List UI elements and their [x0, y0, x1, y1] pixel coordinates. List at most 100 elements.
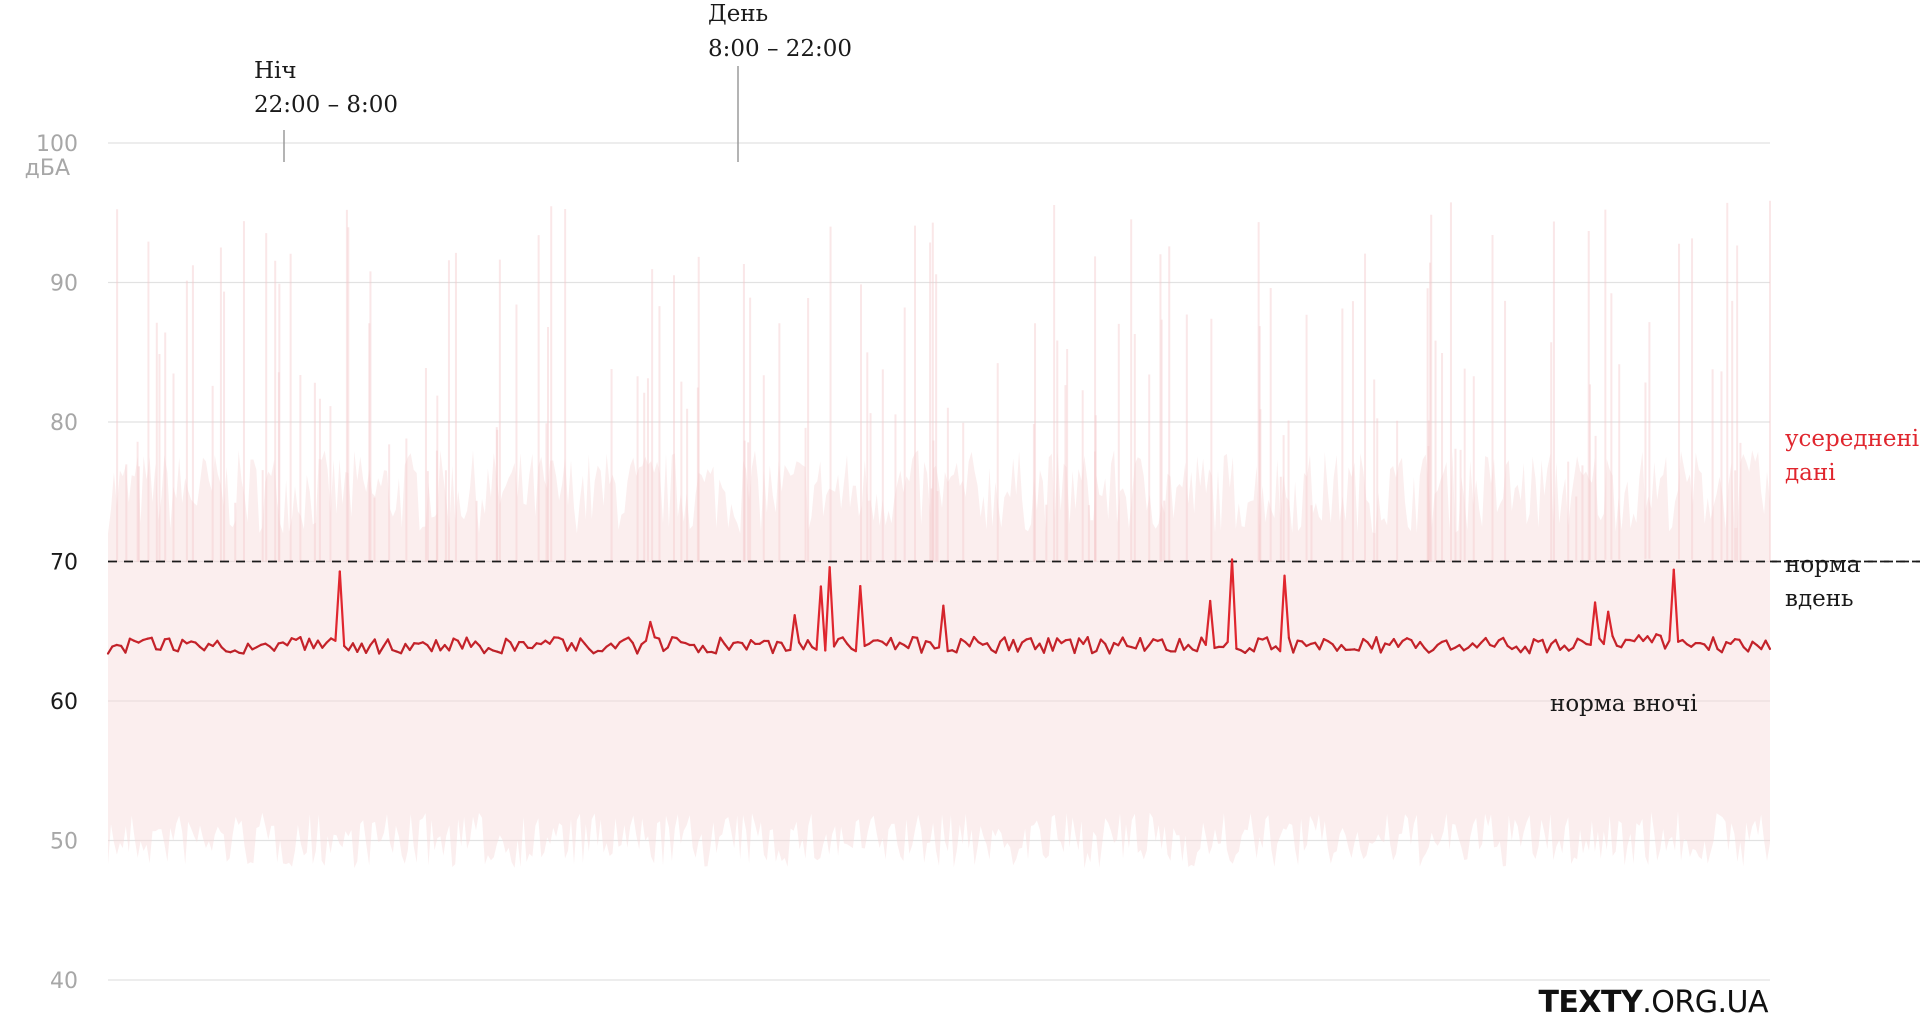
average-line-segment	[741, 641, 748, 651]
average-line-segment	[692, 643, 700, 654]
average-line-segment	[1279, 574, 1286, 653]
average-line-segment	[1593, 601, 1601, 640]
average-line-segment	[846, 642, 853, 650]
average-line-segment	[1738, 638, 1745, 649]
average-line-segment	[986, 642, 993, 652]
average-line-segment	[1086, 636, 1094, 655]
average-line-segment	[561, 638, 569, 652]
average-line-segment	[566, 642, 573, 652]
average-line-segment	[1174, 637, 1181, 653]
average-line-segment	[434, 639, 442, 652]
average-line-segment	[1707, 636, 1715, 651]
average-line-segment	[308, 637, 315, 650]
average-line-segment	[1637, 634, 1645, 643]
average-line-segment	[1029, 637, 1037, 651]
average-line-segment	[399, 642, 407, 655]
average-line-segment	[832, 637, 840, 648]
average-line-segment	[955, 637, 962, 654]
average-line-segment	[1668, 568, 1675, 642]
average-line-segment	[1458, 643, 1465, 652]
average-line-segment	[1069, 638, 1076, 655]
average-line-segment	[815, 585, 823, 651]
average-line-segment	[124, 637, 131, 654]
average-line-segment	[1147, 638, 1155, 647]
average-line-segment	[1554, 638, 1562, 651]
average-line-segment	[942, 604, 949, 653]
average-line-segment	[701, 644, 709, 654]
average-line-segment	[299, 636, 306, 651]
average-line-segment	[382, 638, 390, 648]
average-line-segment	[1042, 637, 1050, 654]
average-line-segment	[1375, 636, 1382, 654]
average-line-segment	[1528, 638, 1535, 655]
average-line-segment	[1388, 637, 1395, 646]
average-line-segment	[929, 641, 936, 650]
average-line-segment	[1292, 639, 1299, 654]
average-line-segment	[583, 642, 591, 651]
y-tick-100: 100	[36, 132, 78, 157]
average-line-segment	[697, 644, 704, 654]
average-line-segment	[920, 640, 927, 654]
average-line-segment	[1095, 638, 1102, 653]
average-line-segment	[1178, 637, 1186, 651]
average-line-segment	[649, 620, 656, 639]
average-line-segment	[430, 639, 438, 653]
average-line-segment	[841, 636, 849, 645]
average-line-segment	[614, 641, 621, 650]
average-line-segment	[1633, 634, 1640, 643]
average-line-segment	[1659, 634, 1667, 650]
average-line-segment	[203, 642, 210, 652]
average-line-segment	[1650, 633, 1658, 644]
average-line-segment	[727, 641, 735, 651]
average-line-segment	[1620, 638, 1627, 649]
average-line-segment	[347, 642, 355, 652]
y-tick-90: 90	[50, 272, 78, 297]
average-line-segment	[1646, 635, 1654, 644]
average-line-segment	[767, 639, 774, 655]
average-line-segment	[1484, 636, 1492, 647]
average-line-segment	[719, 636, 726, 646]
average-line-segment	[1370, 636, 1378, 650]
average-line-segment	[273, 642, 280, 652]
average-line-segment	[994, 640, 1002, 654]
average-line-segment	[312, 639, 320, 650]
average-line-segment	[1051, 637, 1059, 652]
noise-peak-spikes	[116, 200, 1771, 562]
average-line-segment	[286, 637, 293, 647]
day-label: День	[708, 1, 768, 27]
average-line-segment	[1502, 636, 1509, 647]
average-line-segment	[356, 642, 363, 653]
average-line-segment	[1572, 637, 1579, 649]
average-line-segment	[657, 637, 665, 653]
average-line-segment	[465, 636, 473, 648]
average-line-segment	[1073, 637, 1081, 655]
average-line-segment	[1121, 636, 1129, 648]
average-line-segment	[916, 636, 923, 654]
average-line-segment	[1432, 643, 1439, 651]
average-line-segment	[1712, 636, 1719, 651]
average-line-segment	[1230, 558, 1238, 650]
average-line-segment	[824, 566, 831, 652]
envelope-area	[108, 450, 1770, 869]
average-line-segment	[889, 636, 897, 651]
average-line-segment	[574, 637, 582, 652]
average-line-segment	[1720, 641, 1728, 654]
average-line-segment	[303, 637, 311, 651]
average-line-segment	[509, 641, 516, 652]
average-line-segment	[789, 614, 796, 651]
average-line-segment	[1134, 637, 1142, 650]
average-line-segment	[885, 636, 892, 647]
average-line-segment	[1252, 637, 1260, 653]
average-line-segment	[159, 638, 166, 651]
average-line-segment	[1589, 601, 1597, 646]
average-line-segment	[1414, 640, 1422, 649]
average-line-segment	[1764, 639, 1772, 651]
average-line-segment	[627, 636, 634, 645]
day-time-label: 8:00 – 22:00	[708, 36, 852, 62]
average-line-segment	[176, 638, 184, 653]
average-line-segment	[1392, 637, 1400, 648]
average-line-segment	[1016, 641, 1024, 653]
average-line-segment	[483, 647, 490, 655]
average-line-segment	[1519, 645, 1527, 654]
average-line-segment	[1104, 642, 1111, 655]
